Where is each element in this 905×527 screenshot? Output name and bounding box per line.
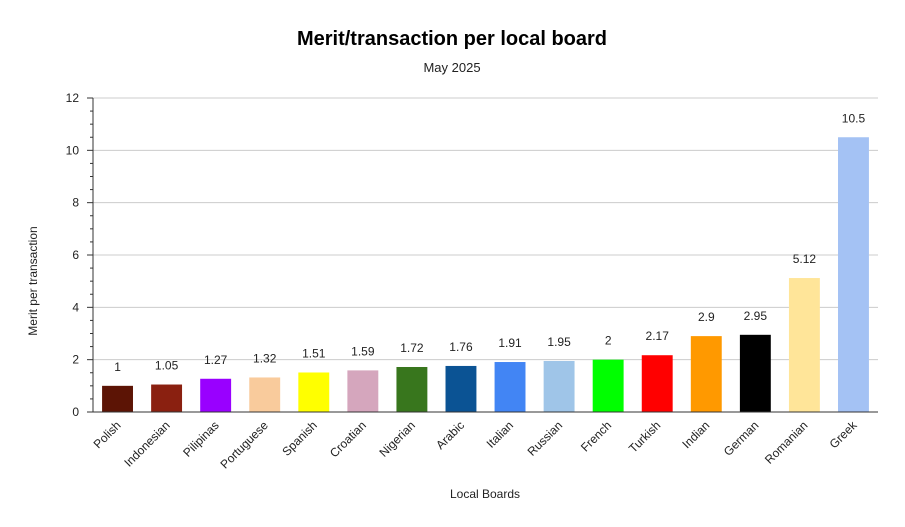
bar (298, 372, 330, 412)
x-tick-label: Pilipinas (180, 418, 222, 460)
x-tick-label: Romanian (762, 418, 811, 467)
y-tick-label: 8 (72, 196, 79, 210)
data-label: 2 (605, 334, 612, 348)
bar (739, 334, 771, 412)
data-label: 1.91 (498, 336, 522, 350)
bar (445, 365, 477, 412)
y-tick-label: 6 (72, 248, 79, 262)
chart-subtitle: May 2025 (423, 60, 480, 75)
x-tick-label: Arabic (433, 418, 467, 452)
bar (151, 384, 183, 412)
x-tick-label: Portuguese (218, 418, 272, 472)
x-tick-label: Russian (525, 418, 566, 459)
data-label: 2.95 (744, 309, 768, 323)
y-tick-label: 10 (66, 143, 80, 157)
bar (641, 355, 673, 412)
x-tick-label: German (721, 418, 762, 459)
y-tick-label: 2 (72, 353, 79, 367)
data-label: 1.51 (302, 346, 326, 360)
x-tick-label: Indonesian (121, 418, 172, 469)
bar (592, 359, 624, 412)
bar (396, 366, 428, 412)
data-label: 1 (114, 360, 121, 374)
data-label: 1.76 (449, 340, 473, 354)
x-tick-label: Spanish (279, 418, 320, 459)
y-tick-label: 12 (66, 91, 80, 105)
x-tick-label: French (578, 418, 614, 454)
data-label: 2.9 (698, 310, 715, 324)
x-tick-label: Nigerian (377, 418, 419, 460)
data-label: 10.5 (842, 111, 866, 125)
bar (102, 385, 133, 412)
data-label: 1.27 (204, 353, 228, 367)
bar (494, 362, 526, 412)
bar (543, 360, 575, 412)
y-axis-label: Merit per transaction (26, 226, 40, 335)
x-tick-label: Turkish (626, 418, 663, 455)
x-tick-label: Croatian (327, 418, 369, 460)
y-tick-label: 4 (72, 300, 79, 314)
x-tick-label: Italian (484, 418, 517, 451)
data-label: 1.59 (351, 344, 375, 358)
data-label: 1.05 (155, 359, 179, 373)
x-tick-label: Greek (827, 418, 861, 452)
data-label: 1.32 (253, 351, 277, 365)
bar (249, 377, 281, 412)
y-tick-label: 0 (72, 405, 79, 419)
x-tick-label: Polish (91, 418, 124, 451)
chart-title: Merit/transaction per local board (297, 28, 607, 50)
data-label: 1.95 (547, 335, 571, 349)
bar (347, 370, 379, 412)
bars: 1 1.05 1.27 1.32 1.51 1.59 1.72 1.76 1.91 1.95 2 2.… (102, 111, 869, 412)
bar (200, 378, 232, 412)
data-label: 5.12 (793, 252, 817, 266)
data-label: 1.72 (400, 341, 424, 355)
data-label: 2.17 (646, 329, 670, 343)
bar (690, 336, 722, 412)
bar (838, 137, 869, 412)
bar (788, 278, 820, 412)
x-axis-label: Local Boards (450, 487, 520, 501)
x-tick-label: Indian (679, 418, 712, 451)
